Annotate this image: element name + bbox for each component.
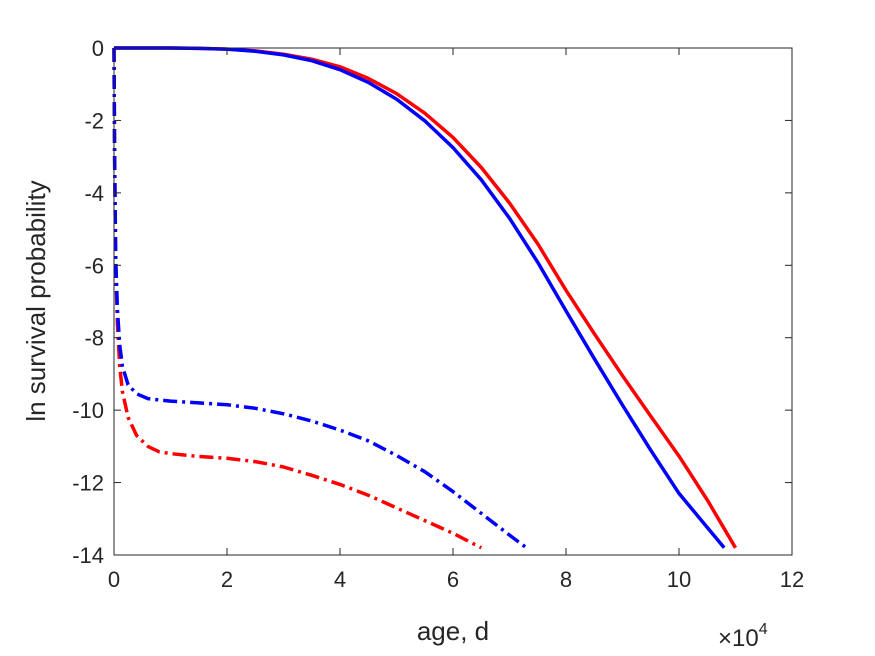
y-tick-label: -4 [84, 181, 104, 206]
y-tick-label: 0 [92, 36, 104, 61]
x-exponent-power: 4 [759, 621, 768, 638]
x-ticks: 0 2 4 6 8 10 12 [108, 48, 804, 592]
x-tick-label: 12 [780, 567, 804, 592]
x-tick-label: 8 [560, 567, 572, 592]
series-line-2 [114, 46, 726, 549]
x-exponent-label: ×104 [718, 621, 768, 652]
y-tick-label: -12 [72, 471, 104, 496]
x-tick-label: 2 [221, 567, 233, 592]
x-tick-label: 6 [447, 567, 459, 592]
series-layer [112, 46, 738, 550]
series-line-3 [112, 47, 483, 550]
y-ticks: 0 -2 -4 -6 -8 -10 -12 -14 [72, 36, 792, 568]
x-tick-label: 4 [334, 567, 346, 592]
series-line-4 [112, 47, 528, 550]
y-tick-label: -10 [72, 398, 104, 423]
plot-background [114, 48, 792, 555]
y-tick-label: -6 [84, 253, 104, 278]
x-tick-label: 0 [108, 567, 120, 592]
y-axis-label: ln survival probability [21, 180, 51, 421]
y-tick-label: -8 [84, 326, 104, 351]
y-tick-label: -14 [72, 543, 104, 568]
x-tick-label: 10 [667, 567, 691, 592]
x-axis-label: age, d [417, 616, 489, 646]
y-tick-label: -2 [84, 108, 104, 133]
x-exponent-base: ×10 [718, 625, 759, 652]
